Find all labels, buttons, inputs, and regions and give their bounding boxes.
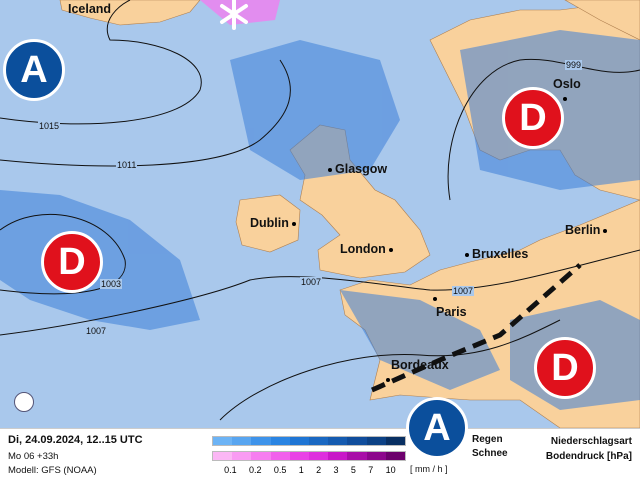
rain-label: Regen	[472, 434, 503, 445]
scale-swatch	[347, 452, 367, 460]
precipitation-snow	[200, 0, 280, 25]
scale-swatch	[251, 452, 271, 460]
tick: 0.2	[249, 465, 262, 475]
isobar-label: 1007	[452, 286, 475, 296]
tick: 5	[350, 465, 356, 475]
scale-swatch	[232, 437, 252, 445]
tick: 0.5	[273, 465, 287, 475]
low-pressure-marker: D	[41, 231, 103, 293]
tick: 7	[368, 465, 374, 475]
city-dublin: Dublin	[250, 216, 299, 230]
legend-title-pressure: Bodendruck [hPa]	[545, 451, 632, 462]
legend: Di, 24.09.2024, 12..15 UTC Mo 06 +33h Mo…	[0, 428, 640, 479]
city-bordeaux: Bordeaux	[383, 358, 449, 386]
city-london: London	[340, 242, 396, 256]
tick: 0.1	[224, 465, 237, 475]
tick: 3	[333, 465, 339, 475]
scale-swatch	[232, 452, 252, 460]
scale-swatch	[289, 437, 310, 445]
isobar-label: 1011	[116, 160, 138, 170]
scale-swatch	[270, 452, 290, 460]
snow-color-scale	[212, 451, 406, 461]
scale-swatch	[213, 437, 233, 445]
high-pressure-marker: A	[406, 397, 468, 459]
scale-swatch	[309, 437, 329, 445]
scale-swatch	[366, 437, 386, 445]
scale-swatch	[366, 452, 386, 460]
front-line	[370, 263, 582, 393]
scale-swatch	[309, 452, 329, 460]
tick: 1	[298, 465, 304, 475]
scale-swatch	[385, 452, 406, 460]
scale-swatch	[328, 452, 348, 460]
scale-swatch	[347, 437, 367, 445]
city-glasgow: Glasgow	[325, 162, 387, 176]
snowflake-icon	[220, 0, 248, 30]
city-iceland: Iceland	[68, 2, 112, 16]
snow-label: Schnee	[472, 448, 508, 459]
low-pressure-marker: D	[502, 87, 564, 149]
scale-swatch	[251, 437, 271, 445]
model-name: Modell: GFS (NOAA)	[8, 465, 97, 476]
scale-swatch	[289, 452, 310, 460]
scale-swatch	[385, 437, 406, 445]
city-berlin: Berlin	[565, 223, 610, 237]
forecast-datetime: Di, 24.09.2024, 12..15 UTC	[8, 434, 143, 446]
isobar-label: 1003	[100, 279, 123, 289]
low-pressure-marker: D	[534, 337, 596, 399]
globe-icon[interactable]	[14, 392, 34, 412]
weather-map: Iceland Glasgow Dublin London Bruxelles …	[0, 0, 640, 428]
high-pressure-marker: A	[3, 39, 65, 101]
scale-swatch	[213, 452, 233, 460]
legend-title-precip-type: Niederschlagsart	[550, 436, 632, 447]
rain-color-scale	[212, 436, 406, 446]
isobar-label: 999	[565, 60, 583, 70]
model-run: Mo 06 +33h	[8, 451, 59, 462]
tick: 10	[385, 465, 396, 475]
scale-ticks: 0.1 0.2 0.5 1 2 3 5 7 10	[218, 465, 402, 475]
unit-label: [ mm / h ]	[410, 464, 448, 474]
city-paris: Paris	[430, 291, 467, 319]
tick: 2	[316, 465, 322, 475]
isobar-label: 1007	[85, 326, 108, 336]
isobar-label: 1015	[38, 121, 61, 131]
isobar-label: 1007	[300, 277, 323, 287]
scale-swatch	[328, 437, 348, 445]
city-bruxelles: Bruxelles	[462, 247, 528, 261]
isobars	[0, 0, 640, 421]
scale-swatch	[270, 437, 290, 445]
city-oslo: Oslo	[553, 77, 581, 105]
